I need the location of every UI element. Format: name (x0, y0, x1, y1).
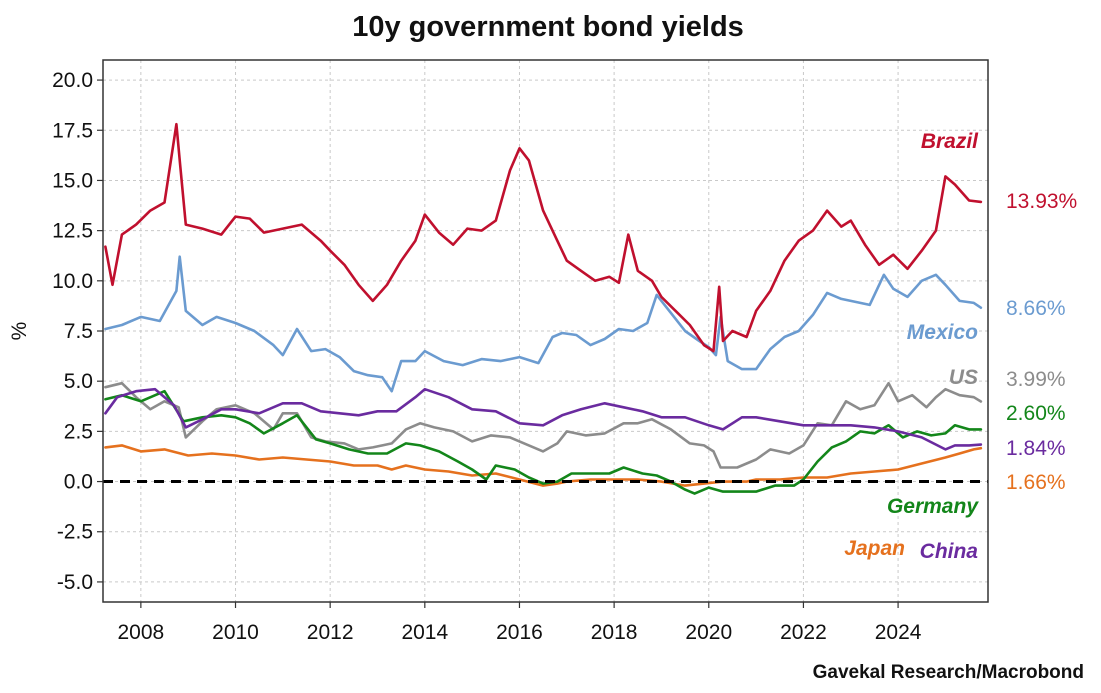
series-line-mexico (104, 255, 983, 393)
end-value-mexico: 8.66% (1006, 297, 1066, 320)
y-tick-label: 2.5 (64, 420, 93, 443)
x-tick-label: 2016 (496, 621, 543, 644)
end-value-germany: 2.60% (1006, 402, 1066, 425)
y-tick-label: 10.0 (52, 270, 93, 293)
x-tick-label: 2024 (875, 621, 922, 644)
series-name-china: China (920, 540, 979, 563)
series-lines (104, 122, 983, 495)
y-tick-label: 17.5 (52, 119, 93, 142)
x-tick-label: 2018 (591, 621, 638, 644)
end-value-china: 1.84% (1006, 437, 1066, 460)
y-tick-label: 7.5 (64, 320, 93, 343)
y-tick-label: -5.0 (57, 571, 93, 594)
series-name-germany: Germany (887, 495, 979, 518)
x-tick-label: 2012 (307, 621, 354, 644)
x-tick-label: 2008 (118, 621, 165, 644)
series-name-us: US (949, 366, 978, 389)
x-tick-label: 2010 (212, 621, 259, 644)
end-value-us: 3.99% (1006, 368, 1066, 391)
y-tick-label: 5.0 (64, 370, 93, 393)
y-axis-ticks: 20.0 17.5 15.0 12.5 10.0 7.5 5.0 2.5 0.0 -2.5 -5.0 (52, 69, 103, 594)
y-axis-label: % (8, 322, 31, 341)
x-tick-label: 2022 (780, 621, 827, 644)
series-name-mexico: Mexico (907, 321, 978, 344)
end-value-brazil: 13.93% (1006, 190, 1077, 213)
y-tick-label: 0.0 (64, 471, 93, 494)
series-line-germany (104, 389, 983, 495)
x-tick-label: 2014 (401, 621, 448, 644)
y-tick-label: 15.0 (52, 169, 93, 192)
y-tick-label: 20.0 (52, 69, 93, 92)
series-line-japan (104, 444, 983, 487)
y-tick-label: 12.5 (52, 220, 93, 243)
series-line-brazil (104, 122, 983, 353)
chart-title: 10y government bond yields (352, 11, 744, 43)
x-axis-ticks: 2008 2010 2012 2014 2016 2018 2020 2022 2024 (118, 602, 922, 644)
x-tick-label: 2020 (685, 621, 732, 644)
series-line-china (104, 387, 983, 451)
series-name-japan: Japan (844, 537, 905, 560)
end-value-japan: 1.66% (1006, 471, 1066, 494)
source-credit: Gavekal Research/Macrobond (813, 662, 1084, 683)
y-tick-label: -2.5 (57, 521, 93, 544)
series-name-brazil: Brazil (921, 130, 979, 153)
grid (103, 60, 988, 602)
series-labels: Brazil 13.93% Mexico 8.66% US 3.99% Germany 2.6… (844, 130, 1077, 563)
